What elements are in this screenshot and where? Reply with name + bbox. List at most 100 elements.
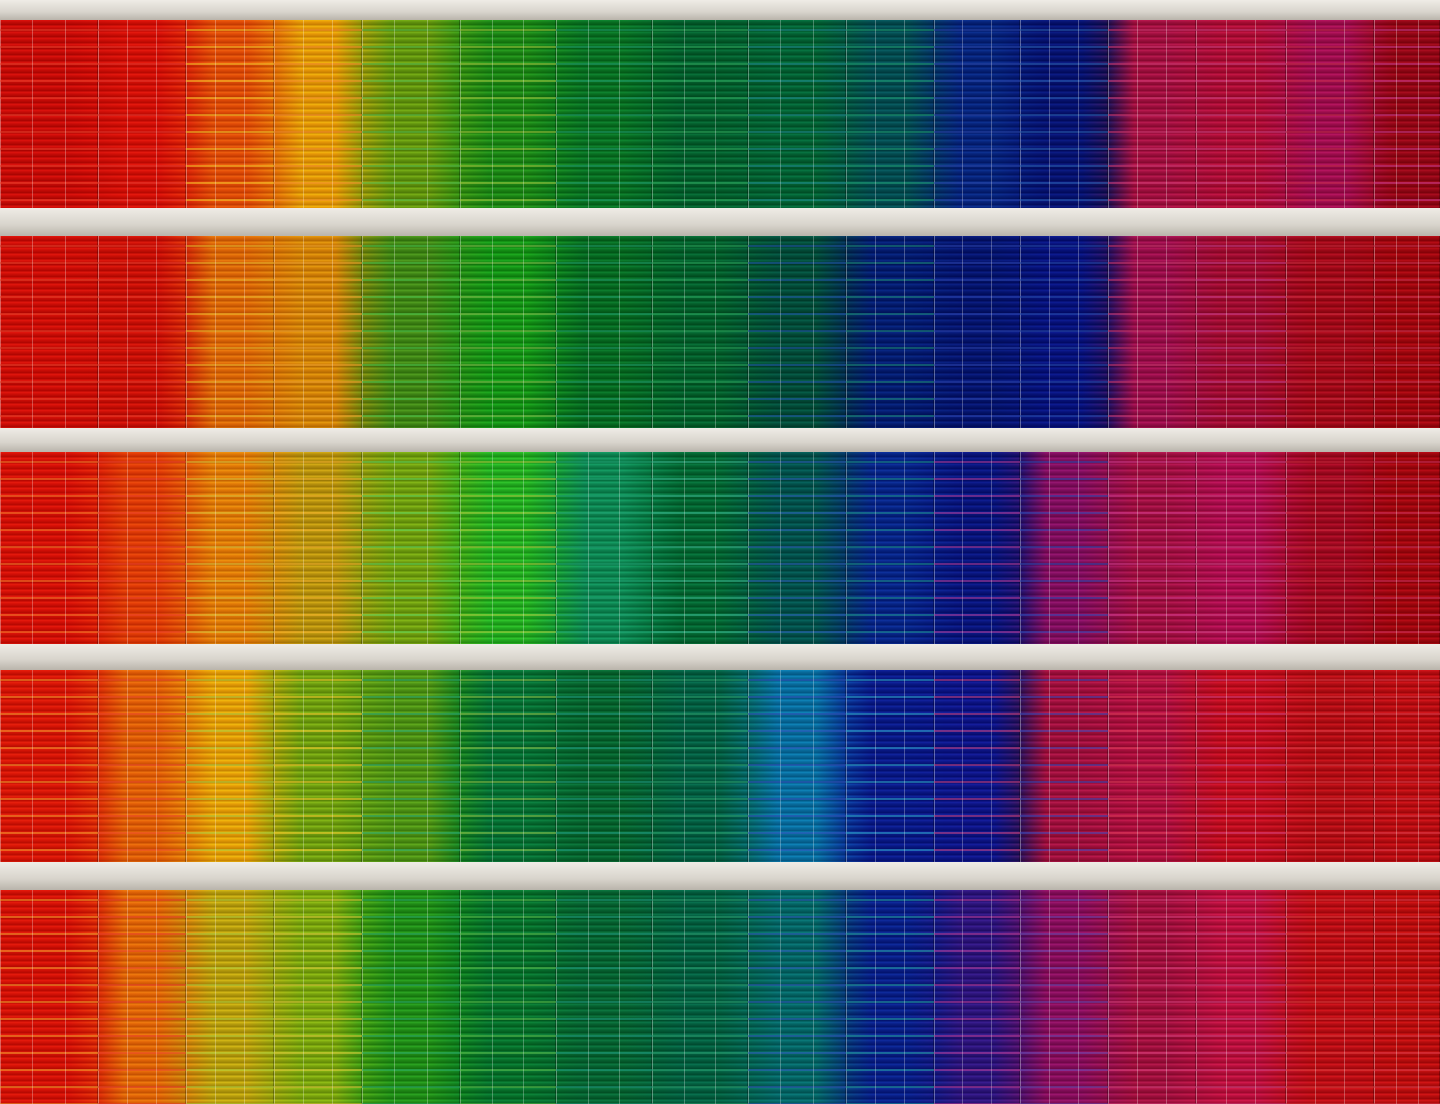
blind-slats — [362, 236, 460, 428]
window-mullion — [394, 20, 395, 208]
blind-slats — [1196, 670, 1286, 862]
window-mullion — [394, 670, 395, 862]
blind-slats — [1196, 890, 1286, 1104]
window-mullion — [492, 670, 493, 862]
facade-floor — [0, 670, 1440, 862]
window-mullion — [303, 670, 304, 862]
window-mullion — [492, 20, 493, 208]
window-mullion — [1315, 670, 1316, 862]
window-mullion — [394, 452, 395, 644]
window-mullion — [523, 670, 524, 862]
window-mullion — [1166, 236, 1167, 428]
window-mullion — [303, 452, 304, 644]
window-mullion — [780, 670, 781, 862]
window-mullion — [492, 236, 493, 428]
window-mullion — [1255, 890, 1256, 1104]
window-mullion — [215, 890, 216, 1104]
window-mullion — [215, 670, 216, 862]
window-mullion — [962, 452, 963, 644]
blind-panel — [934, 236, 1020, 428]
window-mullion — [1078, 452, 1079, 644]
blind-panel — [186, 452, 274, 644]
window-mullion — [991, 670, 992, 862]
blind-slats — [652, 20, 748, 208]
blind-slats — [362, 20, 460, 208]
window-mullion — [127, 452, 128, 644]
window-mullion — [904, 670, 905, 862]
window-mullion — [332, 236, 333, 428]
window-mullion — [991, 236, 992, 428]
window-mullion — [715, 890, 716, 1104]
window-mullion — [780, 452, 781, 644]
window-mullion — [1226, 670, 1227, 862]
facade-floor — [0, 890, 1440, 1104]
window-mullion — [427, 890, 428, 1104]
window-mullion — [303, 236, 304, 428]
window-mullion — [427, 452, 428, 644]
window-mullion — [1344, 890, 1345, 1104]
window-mullion — [588, 20, 589, 208]
blind-panel — [934, 890, 1020, 1104]
blind-panel — [846, 670, 934, 862]
blind-slats — [274, 670, 362, 862]
window-mullion — [588, 452, 589, 644]
window-mullion — [332, 452, 333, 644]
window-mullion — [780, 236, 781, 428]
window-mullion — [1418, 20, 1419, 208]
window-mullion — [1315, 452, 1316, 644]
window-mullion — [1049, 670, 1050, 862]
blind-slats — [934, 890, 1020, 1104]
blind-slats — [1374, 670, 1440, 862]
blind-slats — [934, 20, 1020, 208]
window-mullion — [32, 452, 33, 644]
window-mullion — [127, 20, 128, 208]
blind-slats — [362, 452, 460, 644]
blind-panel — [1108, 890, 1196, 1104]
window-mullion — [332, 20, 333, 208]
blind-panel — [186, 670, 274, 862]
blind-panel — [186, 236, 274, 428]
window-mullion — [1396, 20, 1397, 208]
window-mullion — [1396, 236, 1397, 428]
floor-beam — [0, 644, 1440, 670]
blind-panel — [652, 452, 748, 644]
blind-slats — [1374, 236, 1440, 428]
facade-floor — [0, 20, 1440, 208]
window-mullion — [1418, 890, 1419, 1104]
window-mullion — [332, 670, 333, 862]
blind-panel — [556, 670, 652, 862]
blind-panel — [1020, 20, 1108, 208]
window-mullion — [813, 890, 814, 1104]
blind-panel — [846, 236, 934, 428]
window-mullion — [127, 236, 128, 428]
window-mullion — [244, 20, 245, 208]
window-mullion — [1396, 890, 1397, 1104]
blind-panel — [460, 236, 556, 428]
blind-slats — [934, 236, 1020, 428]
blind-panel — [934, 452, 1020, 644]
window-mullion — [813, 452, 814, 644]
blind-slats — [1286, 452, 1374, 644]
window-mullion — [1396, 452, 1397, 644]
blind-panel — [274, 452, 362, 644]
window-mullion — [904, 20, 905, 208]
window-mullion — [215, 20, 216, 208]
blind-panel — [362, 890, 460, 1104]
window-mullion — [1315, 890, 1316, 1104]
blind-slats — [1286, 890, 1374, 1104]
window-mullion — [1255, 20, 1256, 208]
window-mullion — [1226, 20, 1227, 208]
blind-panel — [1020, 670, 1108, 862]
blind-panel — [1286, 890, 1374, 1104]
blind-slats — [460, 452, 556, 644]
blind-panel — [460, 890, 556, 1104]
window-mullion — [1166, 670, 1167, 862]
window-mullion — [1137, 670, 1138, 862]
window-mullion — [65, 670, 66, 862]
blind-slats — [556, 452, 652, 644]
blind-slats — [186, 20, 274, 208]
blind-panel — [556, 20, 652, 208]
blind-slats — [1196, 452, 1286, 644]
blind-panel — [362, 20, 460, 208]
window-mullion — [156, 20, 157, 208]
